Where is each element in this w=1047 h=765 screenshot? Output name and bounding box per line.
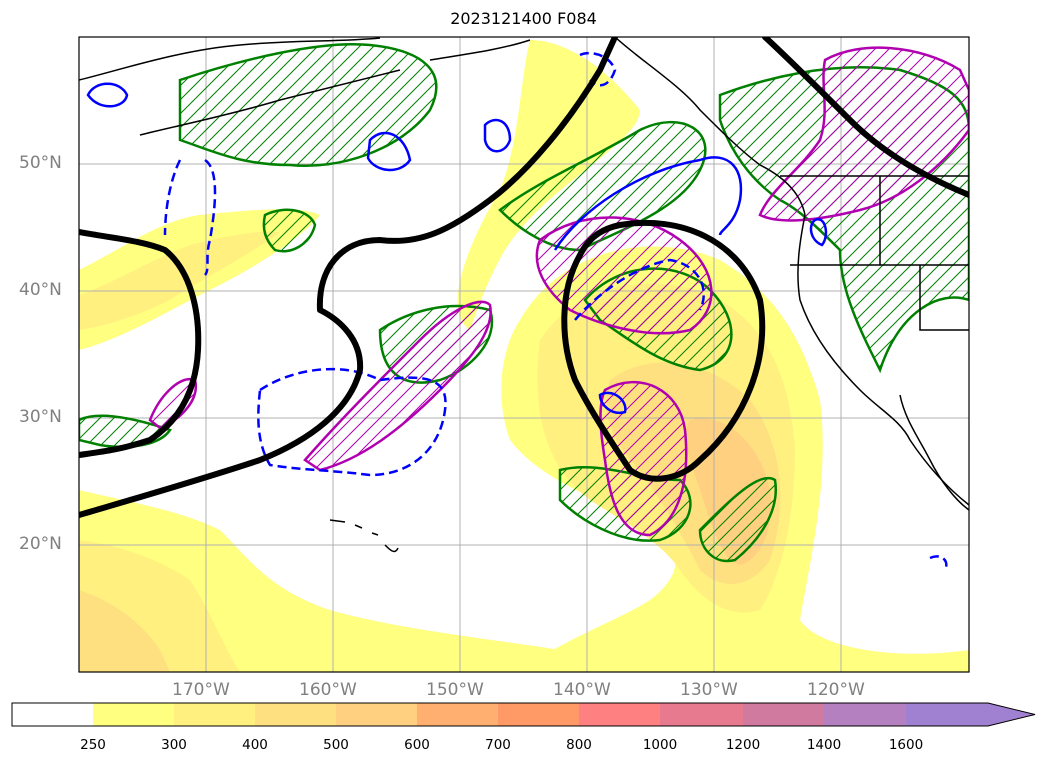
heavy-contour-ridge	[79, 229, 202, 458]
blue-dashed-mid	[257, 367, 447, 477]
coast-alaska	[79, 37, 531, 81]
magenta-region-low	[535, 216, 713, 335]
colorbar-tick: 300	[161, 737, 187, 753]
lon-label-140w: 140°W	[553, 680, 611, 700]
heavy-contour-low	[561, 219, 766, 482]
blue-dashed-west	[203, 158, 217, 276]
colorbar-bin-below	[12, 703, 93, 726]
colorbar-tick: 1600	[888, 737, 924, 753]
colorbar-bin	[417, 703, 498, 726]
green-region-ne-trop	[698, 476, 778, 563]
lat-label-40: 40°N	[19, 280, 62, 300]
coast-aleutian	[139, 69, 401, 136]
lon-label-150w: 150°W	[426, 680, 484, 700]
blue-dashed-low	[574, 258, 705, 321]
border-states	[790, 176, 969, 331]
blue-solid-small	[598, 391, 627, 415]
colorbar-bin	[824, 703, 906, 726]
green-region-north	[178, 43, 438, 167]
coast-panhandle	[614, 37, 806, 216]
magenta-region-south	[599, 380, 688, 537]
blue-solid-coast	[809, 218, 828, 247]
map-plot-area	[79, 37, 969, 672]
lon-label-130w: 130°W	[680, 680, 738, 700]
colorbar-tick: 800	[566, 737, 592, 753]
coast-mexico	[899, 394, 969, 511]
lon-label-160w: 160°W	[299, 680, 357, 700]
heavy-contour-trough	[79, 37, 618, 518]
colorbar-bin	[743, 703, 824, 726]
colorbar	[11, 702, 1036, 727]
map-frame	[78, 36, 970, 673]
blue-solid-north	[86, 82, 129, 108]
green-region-west2	[262, 208, 317, 253]
colorbar-tick: 1000	[642, 737, 678, 753]
colorbar-tick: 700	[485, 737, 511, 753]
hawaii-islands	[329, 519, 399, 553]
colorbar-extend-arrow	[906, 703, 1035, 726]
lat-label-50: 50°N	[19, 153, 62, 173]
colorbar-tick: 600	[404, 737, 430, 753]
colorbar-bin	[579, 703, 660, 726]
colorbar-tick: 1200	[725, 737, 761, 753]
shade-southwest	[79, 490, 680, 672]
colorbar-tick: 250	[80, 737, 106, 753]
blue-dashed-west2	[163, 159, 182, 236]
blue-dashed-north	[579, 51, 617, 87]
colorbar-tick: 500	[323, 737, 349, 753]
magenta-region-mid	[303, 300, 492, 472]
map-title: 2023121400 F084	[450, 9, 597, 28]
coastlines	[79, 37, 969, 553]
colorbar-bin	[93, 703, 174, 726]
lon-label-170w: 170°W	[172, 680, 230, 700]
colorbar-bin	[255, 703, 336, 726]
shade-west-inner	[79, 231, 280, 330]
colorbar-bin	[660, 703, 743, 726]
colorbar-tick: 400	[242, 737, 268, 753]
blue-solid-north2	[366, 131, 412, 172]
colorbar-bin	[498, 703, 579, 726]
blue-contours	[86, 51, 948, 571]
colorbar-bin	[174, 703, 255, 726]
coast-west	[797, 214, 969, 506]
blue-solid-arc	[553, 156, 743, 251]
lat-label-30: 30°N	[19, 407, 62, 427]
blue-solid-north3	[483, 118, 512, 153]
lat-label-20: 20°N	[19, 534, 62, 554]
blue-dashed-east	[929, 555, 948, 571]
colorbar-tick: 1400	[806, 737, 842, 753]
shade-southwest-3	[79, 590, 170, 672]
colorbar-bin	[336, 703, 417, 726]
lon-label-120w: 120°W	[807, 680, 865, 700]
